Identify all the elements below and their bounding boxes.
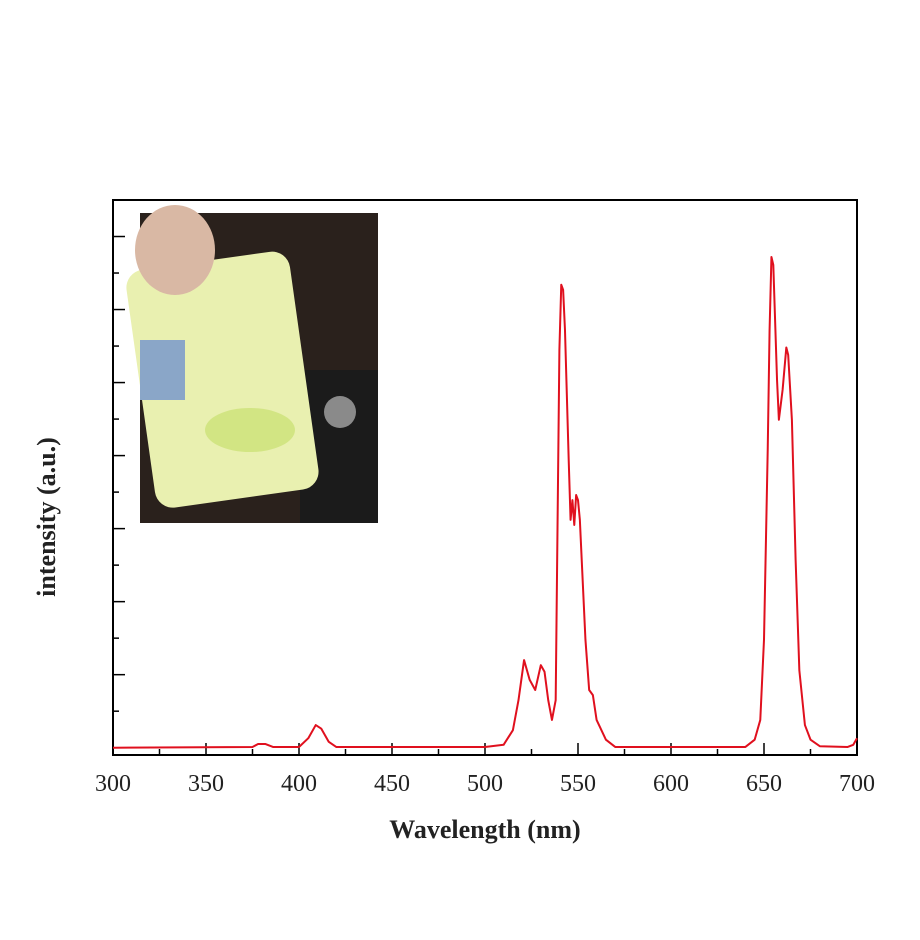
x-tick-label: 550: [560, 771, 596, 797]
x-tick-label: 650: [746, 771, 782, 797]
x-tick-label: 450: [374, 771, 410, 797]
x-tick-label: 600: [653, 771, 689, 797]
inset-photo: [126, 205, 378, 523]
x-tick-label: 300: [95, 771, 131, 797]
x-tick-label: 350: [188, 771, 224, 797]
y-axis-label: intensity (a.u.): [32, 437, 61, 597]
x-tick-label: 400: [281, 771, 317, 797]
spectrum-line: [112, 255, 858, 749]
x-tick-label: 500: [467, 771, 503, 797]
x-tick-label: 700: [839, 771, 875, 797]
x-axis-label: Wavelength (nm): [389, 815, 580, 844]
